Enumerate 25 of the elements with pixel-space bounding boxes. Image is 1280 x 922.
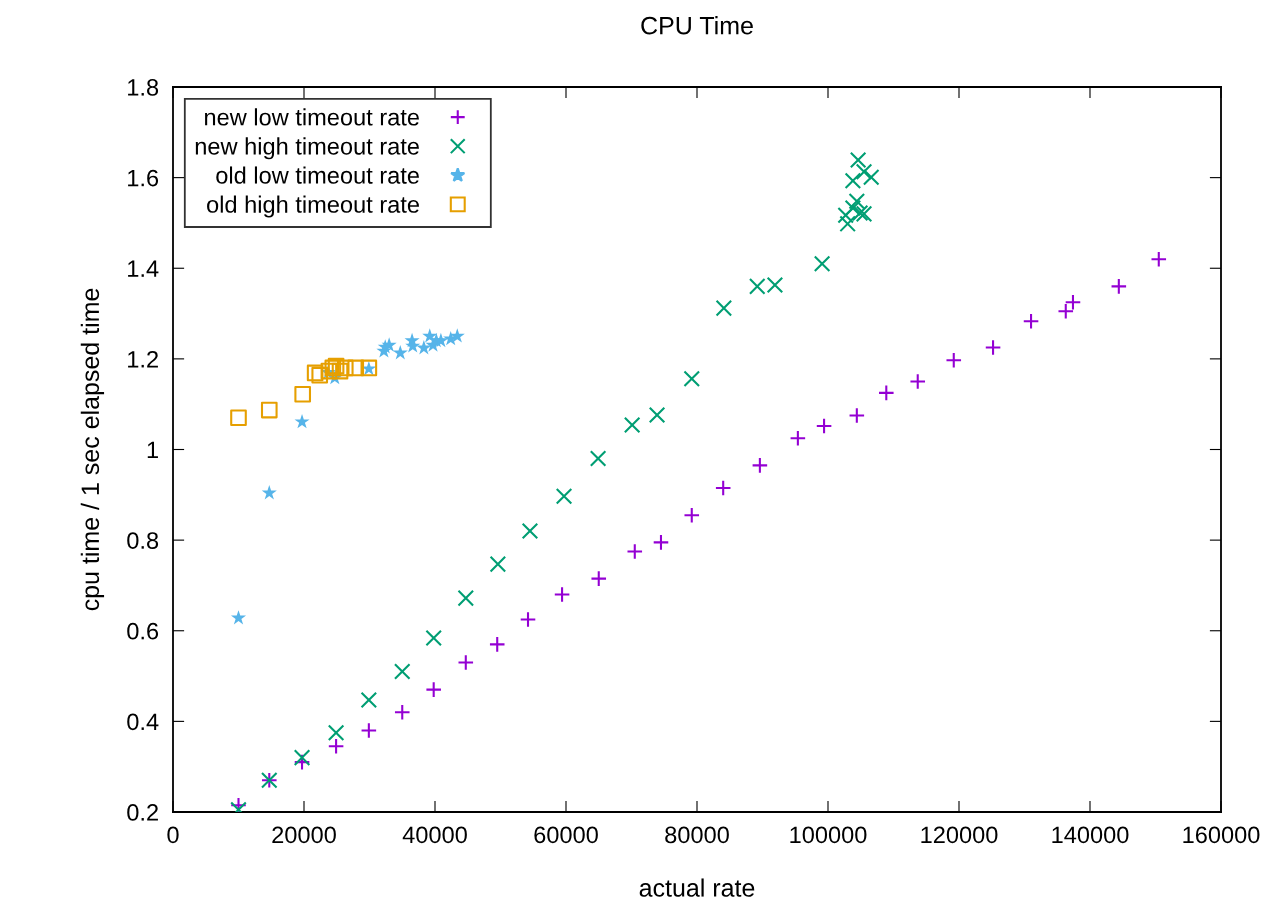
x-tick-label: 20000 xyxy=(272,826,336,844)
x-axis-title: actual rate xyxy=(639,878,755,897)
x-tick-label: 80000 xyxy=(665,826,729,844)
legend-label: new low timeout rate xyxy=(205,108,419,126)
legend-label: new high timeout rate xyxy=(195,137,419,160)
x-tick-label: 100000 xyxy=(790,826,867,844)
y-tick-label: 0.2 xyxy=(127,804,158,821)
x-tick-label: 60000 xyxy=(534,826,598,844)
y-tick-label: 0.4 xyxy=(127,713,159,731)
x-tick-label: 160000 xyxy=(1183,826,1260,844)
y-tick-label: 1.6 xyxy=(128,169,159,187)
x-tick-label: 0 xyxy=(167,826,179,844)
chart-title: CPU Time xyxy=(641,16,753,35)
x-tick-label: 140000 xyxy=(1052,826,1129,844)
y-tick-label: 1.4 xyxy=(128,260,159,277)
y-tick-label: 1.2 xyxy=(128,350,158,368)
y-tick-label: 0.6 xyxy=(127,622,159,640)
x-tick-label: 120000 xyxy=(921,826,998,844)
y-axis-title: cpu time / 1 sec elapsed time xyxy=(80,288,105,611)
y-tick-label: 1.8 xyxy=(128,79,159,96)
legend-label: old high timeout rate xyxy=(207,195,419,218)
y-tick-label: 0.8 xyxy=(127,532,159,549)
legend-label: old low timeout rate xyxy=(216,166,419,184)
y-tick-label: 1 xyxy=(147,441,158,459)
x-tick-label: 40000 xyxy=(402,826,467,844)
